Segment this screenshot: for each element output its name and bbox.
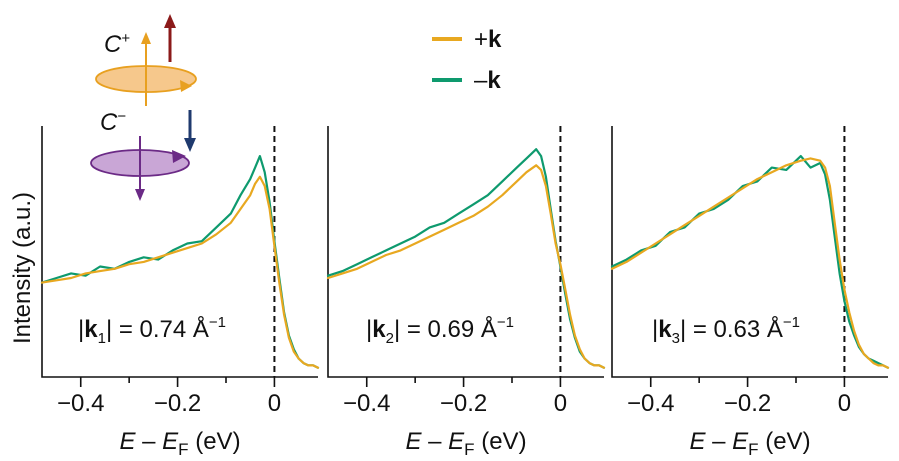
c-minus-label: C−	[100, 108, 126, 136]
panel-2-tick-label: 0	[554, 390, 567, 417]
panel-2-x-axis-title: E – EF (eV)	[405, 428, 526, 459]
legend-label-minus-k: –k	[474, 67, 501, 94]
panel-3-x-axis-title: E – EF (eV)	[689, 428, 810, 459]
c-plus-rotation-arrowhead-icon	[180, 80, 192, 92]
panel-2-k-label: |k2| = 0.69 Å−1	[366, 314, 514, 347]
legend-label-plus-k: +k	[474, 26, 502, 53]
polarization-icon-c-plus: C+	[95, 14, 197, 106]
panel-2: −0.4 −0.2 0 |k2| = 0.69 Å−1 E – EF (eV)	[326, 126, 606, 459]
polarization-icon-c-minus: C−	[90, 108, 196, 201]
c-plus-label: C+	[104, 30, 130, 58]
panel-2-series-plus-k	[326, 164, 606, 369]
panel-2-tick-label: −0.2	[440, 390, 487, 417]
panel-1: −0.4 −0.2 0 |k1| = 0.74 Å−1 E – EF (eV)	[40, 126, 320, 459]
c-minus-axis-arrowhead-icon	[135, 189, 145, 201]
panel-1-k-label: |k1| = 0.74 Å−1	[78, 314, 226, 347]
spin-down-arrowhead-icon	[184, 138, 196, 152]
panel-3-tick-label: −0.2	[724, 390, 771, 417]
c-plus-axis-arrowhead-icon	[141, 32, 151, 44]
panel-3-tick-label: 0	[838, 390, 851, 417]
panel-3-series-plus-k	[610, 157, 890, 369]
panel-3: −0.4 −0.2 0 |k3| = 0.63 Å−1 E – EF (eV)	[610, 126, 890, 459]
panel-1-tick-label: −0.2	[154, 390, 201, 417]
spin-up-arrowhead-icon	[164, 14, 176, 28]
panel-2-tick-label: −0.4	[343, 390, 390, 417]
panel-1-tick-label: −0.4	[57, 390, 104, 417]
y-axis-title: Intensity (a.u.)	[9, 192, 36, 344]
panel-1-x-axis-title: E – EF (eV)	[119, 428, 240, 459]
c-minus-rotation-arrowhead-icon	[172, 150, 186, 163]
panel-1-tick-label: 0	[268, 390, 281, 417]
panel-3-tick-label: −0.4	[627, 390, 674, 417]
panel-1-series-plus-k	[40, 175, 320, 369]
legend: +k –k	[432, 26, 502, 94]
panel-3-k-label: |k3| = 0.63 Å−1	[652, 314, 800, 347]
